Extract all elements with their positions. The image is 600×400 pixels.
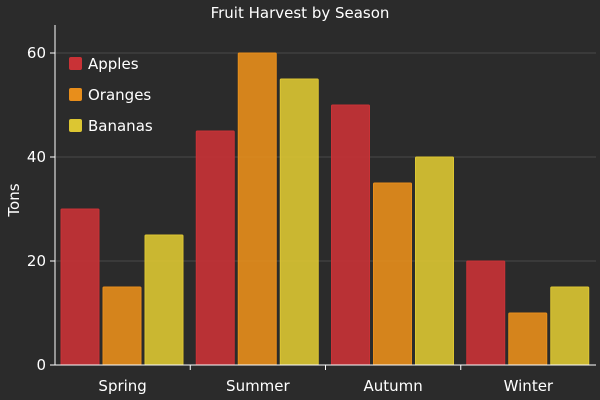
legend: Apples Oranges Bananas <box>69 55 153 135</box>
legend-swatch-apples <box>69 57 82 70</box>
bar-apples-spring <box>60 208 100 366</box>
chart-title: Fruit Harvest by Season <box>211 4 390 22</box>
x-tick-label: Spring <box>98 377 146 395</box>
legend-label-bananas: Bananas <box>88 117 153 135</box>
bar-oranges-spring <box>102 286 142 366</box>
bar-bananas-summer <box>279 78 319 366</box>
bars <box>60 52 590 366</box>
bar-oranges-winter <box>508 312 548 366</box>
legend-label-oranges: Oranges <box>88 86 151 104</box>
grid <box>55 52 596 262</box>
legend-swatch-oranges <box>69 88 82 101</box>
y-tick-label: 0 <box>36 356 46 374</box>
legend-label-apples: Apples <box>88 55 139 73</box>
y-tick-label: 20 <box>27 252 46 270</box>
x-tick-label: Autumn <box>363 377 422 395</box>
legend-swatch-bananas <box>69 119 82 132</box>
bar-oranges-autumn <box>373 182 412 366</box>
bar-apples-winter <box>466 260 506 366</box>
x-tick-label: Winter <box>504 377 554 395</box>
y-tick-label: 60 <box>27 44 46 62</box>
bar-bananas-spring <box>144 234 184 366</box>
y-axis-label: Tons <box>5 183 23 217</box>
x-tick-label: Summer <box>226 377 290 395</box>
bar-oranges-summer <box>237 52 277 366</box>
bar-bananas-autumn <box>415 156 454 366</box>
y-tick-label: 40 <box>27 148 46 166</box>
bar-bananas-winter <box>550 286 590 366</box>
bar-apples-summer <box>195 130 235 366</box>
axes: 0 20 40 60 Spring Summer Autumn Winter <box>27 25 596 395</box>
bar-apples-autumn <box>331 104 370 366</box>
